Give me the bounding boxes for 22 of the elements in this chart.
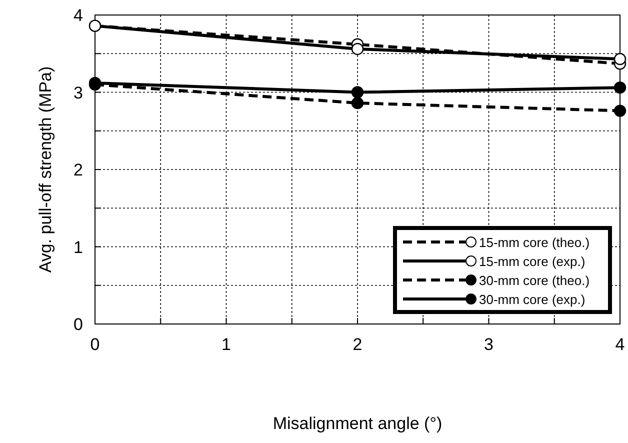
point xyxy=(614,104,626,117)
x-tick-label: 2 xyxy=(352,335,362,354)
legend-label: 15-mm core (theo.) xyxy=(479,235,590,250)
x-axis-title: Misalignment angle (°) xyxy=(272,414,442,433)
x-tick-label: 1 xyxy=(222,335,231,354)
legend-label: 15-mm core (exp.) xyxy=(479,254,586,269)
legend-label: 30-mm core (theo.) xyxy=(479,273,590,288)
y-tick-label: 1 xyxy=(74,238,83,257)
point xyxy=(351,86,364,98)
point xyxy=(351,96,364,110)
point xyxy=(614,82,626,94)
point xyxy=(614,52,626,66)
x-tick-label: 0 xyxy=(90,335,100,354)
y-axis-title: Avg. pull-off strength (MPa) xyxy=(36,66,55,273)
y-tick-label: 3 xyxy=(74,83,83,102)
point xyxy=(351,42,364,56)
x-tick-label: 4 xyxy=(615,335,625,354)
y-tick-label: 0 xyxy=(74,315,83,334)
legend-label: 30-mm core (exp.) xyxy=(479,292,586,307)
x-tick-label: 3 xyxy=(484,335,494,354)
y-tick-label: 4 xyxy=(74,6,83,25)
y-tick-label: 2 xyxy=(74,160,83,180)
